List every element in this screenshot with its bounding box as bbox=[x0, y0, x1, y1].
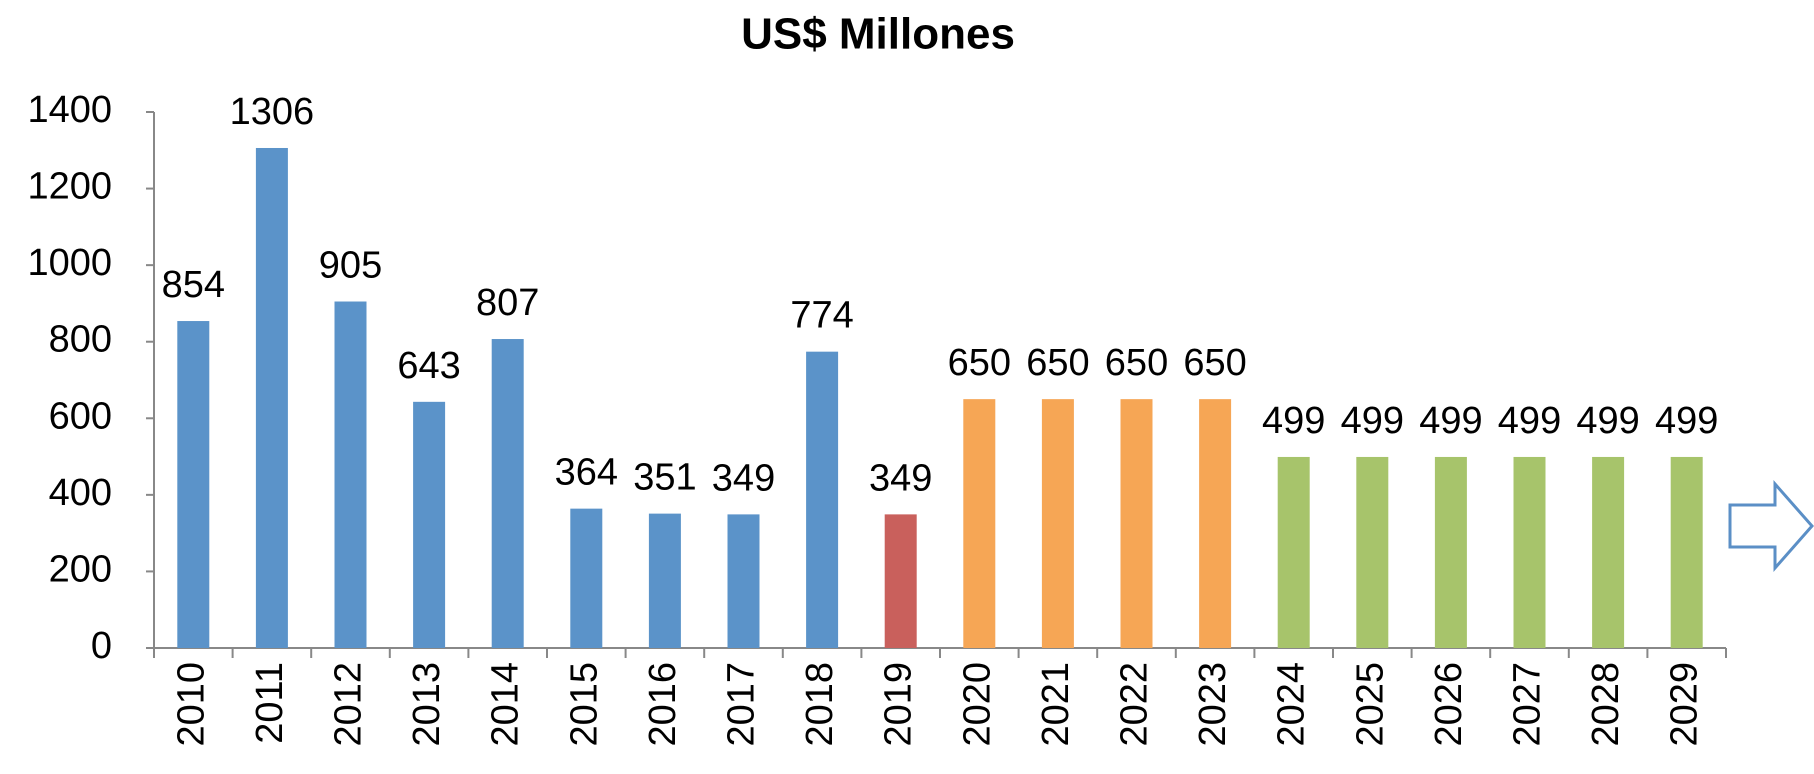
data-label: 774 bbox=[790, 295, 853, 337]
y-tick-label: 800 bbox=[49, 319, 112, 361]
data-label: 643 bbox=[397, 345, 460, 387]
data-label: 364 bbox=[555, 452, 618, 494]
data-label: 499 bbox=[1498, 400, 1561, 442]
x-tick-label: 2021 bbox=[1035, 662, 1077, 747]
bar bbox=[727, 514, 760, 648]
data-label: 349 bbox=[869, 457, 932, 499]
y-tick-label: 400 bbox=[49, 472, 112, 514]
bar bbox=[1041, 399, 1074, 648]
x-tick-label: 2017 bbox=[721, 662, 763, 747]
y-tick-label: 200 bbox=[49, 548, 112, 590]
bar bbox=[648, 513, 681, 648]
data-label: 650 bbox=[1183, 342, 1246, 384]
bar bbox=[413, 401, 446, 648]
data-label: 1306 bbox=[230, 91, 315, 133]
x-tick-label: 2018 bbox=[799, 662, 841, 747]
bar bbox=[255, 147, 288, 648]
data-label: 499 bbox=[1262, 400, 1325, 442]
y-tick-label: 1400 bbox=[27, 89, 112, 131]
x-tick-label: 2010 bbox=[170, 662, 212, 747]
data-label: 650 bbox=[1105, 342, 1168, 384]
x-tick-label: 2023 bbox=[1192, 662, 1234, 747]
y-tick-label: 1200 bbox=[27, 166, 112, 208]
data-label: 499 bbox=[1419, 400, 1482, 442]
data-label: 499 bbox=[1341, 400, 1404, 442]
data-label: 650 bbox=[948, 342, 1011, 384]
bar bbox=[806, 351, 839, 648]
y-tick-label: 1000 bbox=[27, 242, 112, 284]
x-tick-label: 2011 bbox=[249, 662, 291, 744]
x-tick-label: 2026 bbox=[1428, 662, 1470, 747]
data-label: 650 bbox=[1026, 342, 1089, 384]
bar bbox=[334, 301, 367, 648]
arrow bbox=[1728, 480, 1814, 572]
x-tick-label: 2029 bbox=[1664, 662, 1706, 747]
x-tick-label: 2024 bbox=[1271, 662, 1313, 747]
data-label: 807 bbox=[476, 282, 539, 324]
bar bbox=[1120, 399, 1153, 648]
bar bbox=[1434, 456, 1467, 648]
bar bbox=[491, 339, 524, 648]
x-tick-label: 2016 bbox=[642, 662, 684, 747]
data-label: 349 bbox=[712, 457, 775, 499]
x-tick-label: 2027 bbox=[1507, 662, 1549, 747]
bar bbox=[570, 508, 603, 648]
data-label: 351 bbox=[633, 457, 696, 499]
x-tick-label: 2012 bbox=[328, 662, 370, 747]
data-label: 499 bbox=[1576, 400, 1639, 442]
x-tick-label: 2028 bbox=[1585, 662, 1627, 747]
chart-title: US$ Millones bbox=[741, 10, 1015, 59]
bar bbox=[1670, 456, 1703, 648]
x-tick-label: 2019 bbox=[878, 662, 920, 747]
x-tick-label: 2022 bbox=[1114, 662, 1156, 747]
y-tick-label: 600 bbox=[49, 395, 112, 437]
bar bbox=[1513, 456, 1546, 648]
bar bbox=[1356, 456, 1389, 648]
x-tick-label: 2014 bbox=[485, 662, 527, 747]
y-tick-label: 0 bbox=[91, 625, 112, 667]
x-tick-label: 2025 bbox=[1349, 662, 1391, 747]
x-tick-label: 2013 bbox=[406, 662, 448, 747]
bar bbox=[1277, 456, 1310, 648]
bar bbox=[963, 399, 996, 648]
data-label: 854 bbox=[162, 264, 225, 306]
bar bbox=[1199, 399, 1232, 648]
x-tick-label: 2015 bbox=[563, 662, 605, 747]
x-tick-label: 2020 bbox=[956, 662, 998, 747]
data-label: 905 bbox=[319, 245, 382, 287]
data-label: 499 bbox=[1655, 400, 1718, 442]
bar bbox=[177, 321, 210, 648]
bar bbox=[1592, 456, 1625, 648]
bar bbox=[884, 514, 917, 648]
